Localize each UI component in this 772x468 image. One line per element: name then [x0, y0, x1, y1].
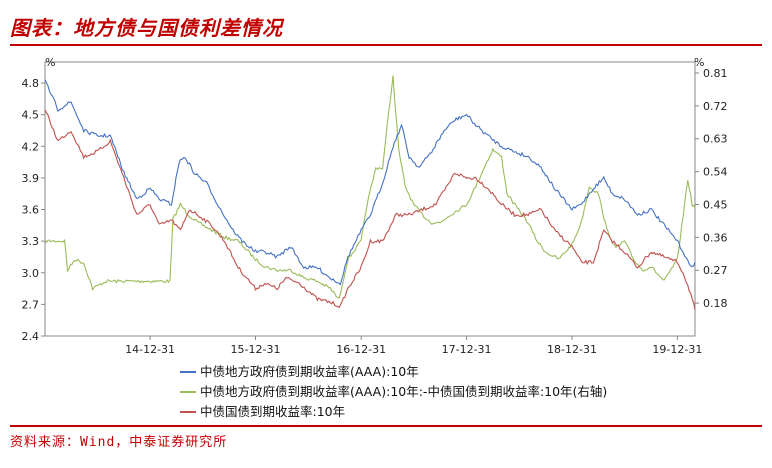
source-rule [10, 425, 762, 427]
series-line-1 [44, 79, 696, 286]
right-tick-label: 0.18 [703, 297, 728, 310]
right-tick-label: 0.81 [703, 67, 728, 80]
legend-label-1: 中债地方政府债到期收益率(AAA):10年 [200, 364, 419, 379]
right-axis-unit: % [694, 56, 704, 69]
left-tick-label: 3.9 [22, 172, 40, 185]
x-axis: 14-12-31 15-12-31 16-12-31 17-12-31 18-12-31… [125, 336, 702, 356]
x-tick-label: 15-12-31 [231, 343, 281, 356]
left-tick-label: 4.2 [22, 140, 40, 153]
series-layer [44, 75, 696, 310]
right-tick-label: 0.45 [703, 198, 728, 211]
left-tick-label: 3.0 [22, 267, 40, 280]
left-tick-label: 2.7 [22, 298, 40, 311]
legend-label-2: 中债地方政府债到期收益率(AAA):10年:-中债国债到期收益率:10年(右轴) [200, 384, 607, 399]
right-tick-label: 0.27 [703, 264, 728, 277]
right-tick-label: 0.54 [703, 166, 728, 179]
right-tick-label: 0.63 [703, 133, 728, 146]
x-tick-label: 18-12-31 [547, 343, 597, 356]
legend: 中债地方政府债到期收益率(AAA):10年中债地方政府债到期收益率(AAA):1… [180, 364, 607, 419]
source-note: 资料来源：Wind，中泰证券研究所 [10, 435, 228, 450]
left-tick-label: 4.5 [22, 109, 40, 122]
left-tick-label: 2.4 [22, 330, 40, 343]
left-tick-label: 3.3 [22, 235, 40, 248]
left-axis: 2.4 2.7 3.0 3.3 3.6 3.9 4.2 4.5 4.8 [22, 77, 45, 343]
plot-frame [44, 61, 696, 337]
left-axis-unit: % [45, 56, 55, 69]
x-tick-label: 19-12-31 [652, 343, 702, 356]
right-tick-label: 0.36 [703, 231, 728, 244]
series-line-3 [44, 109, 696, 310]
right-axis: 0.18 0.27 0.36 0.45 0.54 0.63 0.72 0.81 [695, 67, 728, 310]
left-tick-label: 4.8 [22, 77, 40, 90]
page-title: 图表：地方债与国债利差情况 [10, 16, 283, 40]
x-tick-label: 16-12-31 [336, 343, 386, 356]
title-rule [10, 44, 762, 46]
x-tick-label: 17-12-31 [442, 343, 492, 356]
series-line-2 [44, 75, 696, 299]
legend-label-3: 中债国债到期收益率:10年 [200, 404, 345, 419]
right-tick-label: 0.72 [703, 100, 728, 113]
x-tick-label: 14-12-31 [125, 343, 175, 356]
left-tick-label: 3.6 [22, 204, 40, 217]
